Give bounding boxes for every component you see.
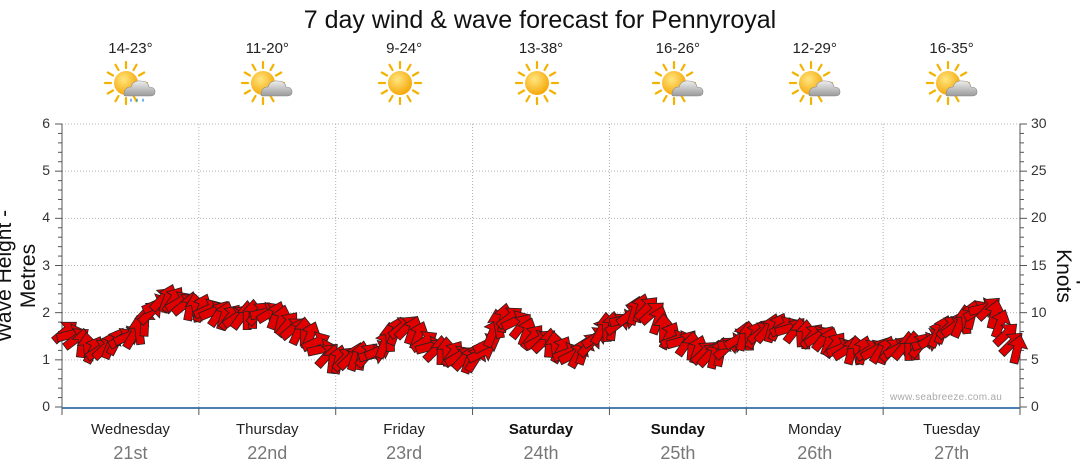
temperature-range: 11-20° (245, 40, 289, 57)
sun-cloud-icon (785, 60, 845, 106)
day-date: 22nd (247, 443, 288, 463)
day-forecast: 12-29° (746, 40, 883, 106)
right-tick-label: 20 (1031, 209, 1047, 226)
right-tick-label: 0 (1031, 398, 1039, 414)
day-forecast: 14-23° (62, 40, 199, 106)
sun-cloud-icon (237, 60, 297, 106)
day-name: Tuesday (923, 421, 981, 438)
right-tick-label: 30 (1031, 115, 1047, 131)
left-tick-label: 0 (42, 398, 50, 414)
left-tick-label: 1 (42, 350, 50, 367)
left-tick-label: 3 (42, 256, 50, 273)
day-forecast: 13-38° (473, 40, 610, 106)
watermark: www.seabreeze.com.au (890, 392, 1003, 403)
temperature-range: 13-38° (518, 40, 564, 57)
right-tick-label: 25 (1031, 162, 1047, 179)
day-date: 26th (797, 443, 833, 463)
day-forecast: 9-24° (336, 40, 473, 106)
temperature-range: 16-26° (655, 40, 701, 57)
day-name: Saturday (508, 421, 574, 438)
sun-icon (374, 60, 434, 106)
left-tick-label: 4 (42, 209, 50, 226)
sun-icon (511, 60, 571, 106)
day-name: Wednesday (90, 421, 170, 438)
day-name: Sunday (650, 421, 705, 438)
temperature-range: 14-23° (108, 40, 153, 57)
daily-forecast-row: 14-23° 11-20° 9-24° 13-38° 16-26° 12-29° 16-35… (62, 40, 1020, 122)
day-forecast: 11-20° (199, 40, 336, 106)
right-tick-label: 5 (1031, 350, 1039, 367)
day-date: 27th (934, 443, 970, 463)
wind-arrow (992, 323, 1018, 348)
right-tick-label: 15 (1031, 256, 1047, 273)
chart-title: 7 day wind & wave forecast for Pennyroya… (303, 6, 777, 34)
day-name: Monday (788, 421, 842, 438)
day-forecast: 16-35° (883, 40, 1020, 106)
day-date: 25th (660, 443, 696, 463)
day-date: 24th (523, 443, 559, 463)
left-tick-label: 6 (42, 115, 50, 131)
temperature-range: 16-35° (929, 40, 974, 57)
day-forecast: 16-26° (609, 40, 746, 106)
temperature-range: 9-24° (386, 40, 423, 57)
wind-arrows (51, 284, 1029, 375)
left-tick-label: 2 (42, 303, 50, 320)
sun-cloud-rain-icon (100, 60, 160, 106)
right-tick-label: 10 (1031, 303, 1047, 320)
day-name: Friday (383, 421, 425, 438)
day-date: 23rd (386, 443, 423, 463)
sun-cloud-icon (648, 60, 708, 106)
day-name: Thursday (236, 421, 299, 438)
day-date: 21st (113, 443, 148, 463)
temperature-range: 12-29° (792, 40, 837, 57)
sun-cloud-icon (922, 60, 982, 106)
left-tick-label: 5 (42, 162, 50, 179)
wind-arrow (1007, 334, 1029, 365)
